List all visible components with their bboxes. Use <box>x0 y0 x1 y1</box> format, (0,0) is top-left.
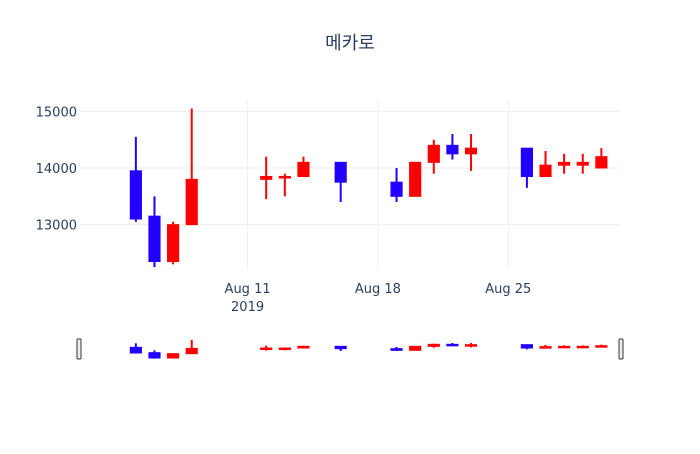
candle <box>390 168 403 202</box>
candle-body <box>390 181 403 197</box>
candle <box>576 153 589 174</box>
candle <box>167 221 180 265</box>
candle-body <box>539 164 552 178</box>
slider-candle <box>148 350 161 359</box>
x-tick-year-label: 2019 <box>231 300 264 315</box>
slider-candle <box>595 344 608 348</box>
x-tick-label: Aug 25 <box>485 282 531 297</box>
candles-main <box>129 108 608 268</box>
slider-candle <box>464 343 478 348</box>
x-tick-label: Aug 18 <box>355 282 401 297</box>
candle <box>464 134 478 171</box>
slider-candle <box>278 347 291 351</box>
candle-body <box>185 347 198 355</box>
slider-candle <box>334 345 347 351</box>
candle-body <box>278 347 291 350</box>
candle-body <box>539 346 552 349</box>
candle-body <box>278 176 291 179</box>
candle-body <box>464 147 478 155</box>
candle <box>278 173 291 197</box>
candle <box>260 156 273 200</box>
slider-candle <box>427 343 440 348</box>
slider-candle <box>129 343 142 354</box>
candle-body <box>334 161 347 183</box>
candle-body <box>446 144 459 155</box>
candle-body <box>185 178 198 226</box>
slider-candle <box>446 343 459 347</box>
candle <box>409 161 422 197</box>
candle-body <box>595 156 608 169</box>
range-slider-left-handle[interactable] <box>76 338 82 360</box>
candle-body <box>409 161 422 197</box>
candle <box>297 156 310 177</box>
candle-body <box>148 215 161 263</box>
candle-body <box>129 170 142 220</box>
y-tick-label: 13000 <box>36 219 77 234</box>
candle <box>520 147 533 188</box>
candle-body <box>558 161 571 166</box>
range-slider[interactable] <box>76 333 624 365</box>
candle-body <box>427 343 440 347</box>
x-tick-label: Aug 11 <box>225 282 271 297</box>
candle-body <box>334 345 347 350</box>
candle-body <box>520 147 533 178</box>
candle-body <box>167 353 180 359</box>
candle <box>446 134 459 160</box>
range-slider-right-handle[interactable] <box>618 338 624 360</box>
candle-body <box>148 352 161 359</box>
candle-body <box>595 345 608 348</box>
candle-body <box>558 345 571 349</box>
candle-body <box>129 346 142 354</box>
axis-labels: 13000 14000 15000 Aug 11 2019 Aug 18 Aug 25 <box>36 105 532 315</box>
candle-body <box>446 343 459 347</box>
range-slider-background <box>80 333 620 365</box>
candle <box>129 136 142 222</box>
candle-body <box>260 176 273 180</box>
slider-candle <box>539 345 552 349</box>
slider-candle <box>260 345 273 351</box>
candle <box>539 151 552 178</box>
candle-body <box>260 347 273 350</box>
slider-candle <box>520 344 533 350</box>
slider-candle <box>167 353 180 359</box>
slider-candle <box>409 345 422 351</box>
slider-candle <box>390 347 403 351</box>
slider-candle <box>185 340 198 355</box>
candle-body <box>464 344 478 347</box>
candle <box>595 148 608 169</box>
candle-body <box>576 161 589 166</box>
candle-body <box>390 348 403 351</box>
slider-candle <box>558 345 571 349</box>
slider-candle <box>297 345 310 349</box>
candle-body <box>297 161 310 177</box>
candle-body <box>297 345 310 349</box>
candle <box>334 161 347 202</box>
slider-candle <box>576 345 589 349</box>
y-tick-label: 15000 <box>36 105 77 120</box>
candle <box>185 108 198 226</box>
candle-body <box>409 345 422 351</box>
y-tick-label: 14000 <box>36 162 77 177</box>
candle <box>148 196 161 268</box>
candle-body <box>576 345 589 349</box>
candle <box>427 139 440 174</box>
candle-body <box>427 144 440 163</box>
chart-title: 메카로 <box>325 33 375 54</box>
candle-body <box>167 224 180 263</box>
candle <box>558 153 571 174</box>
candle-body <box>520 344 533 349</box>
grid-layer <box>80 100 620 270</box>
